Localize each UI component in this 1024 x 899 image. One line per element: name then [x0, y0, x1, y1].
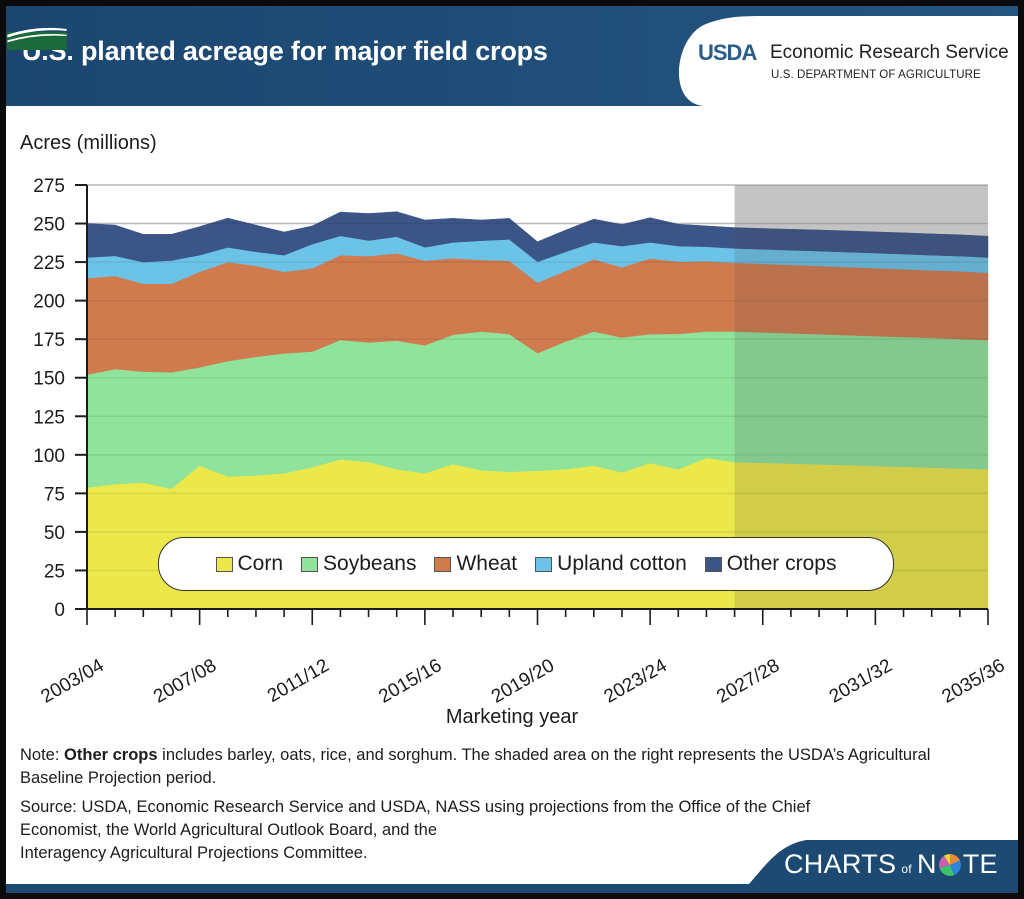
chart-source: Source: USDA, Economic Research Service … [20, 796, 980, 865]
brand-of: of [901, 862, 912, 876]
legend-swatch-other-crops [704, 556, 722, 572]
chart-title: U.S. planted acreage for major field cro… [22, 36, 548, 66]
legend-item-other-crops: Other crops [704, 552, 837, 576]
header-banner: U.S. planted acreage for major field cro… [6, 6, 1018, 106]
legend-label: Soybeans [323, 552, 417, 575]
charts-of-note-logo: CHARTS of N TE [784, 849, 998, 880]
x-tick-label: 2031/32 [826, 655, 896, 706]
header-background [6, 6, 1018, 106]
legend-item-corn: Corn [215, 552, 284, 576]
legend-swatch-wheat [434, 556, 452, 572]
y-tick-label: 200 [33, 292, 65, 313]
x-tick-label: 2027/28 [713, 655, 783, 706]
legend-label: Corn [237, 552, 284, 575]
y-tick-label: 0 [54, 600, 65, 621]
y-tick-label: 225 [33, 253, 65, 274]
note-bold-term: Other crops [64, 746, 158, 764]
x-axis-title: Marketing year [445, 706, 579, 728]
agency-name: Economic Research Service [770, 42, 1009, 63]
pie-chart-icon [938, 853, 961, 876]
footer-banner [6, 840, 1018, 893]
legend-item-soybeans: Soybeans [301, 552, 416, 576]
legend-label: Upland cotton [557, 552, 687, 575]
y-tick-label: 275 [33, 176, 65, 197]
stacked-area-chart: 0 25 50 75 100 125 150 175 200 225 250 275 2003/04 20… [33, 176, 1009, 706]
note-text: includes barley, oats, rice, and sorghum… [20, 746, 931, 787]
brand-n: N [916, 849, 937, 879]
department-name: U.S. DEPARTMENT OF AGRICULTURE [771, 69, 981, 81]
y-axis-title: Acres (millions) [20, 132, 157, 154]
legend: Corn Soybeans Wheat Upland cotton Other … [158, 537, 894, 591]
legend-item-wheat: Wheat [434, 552, 517, 576]
usda-wordmark: USDA [698, 40, 757, 65]
legend-swatch-upland-cotton [535, 556, 553, 572]
source-line: Economist, the World Agricultural Outloo… [20, 821, 437, 839]
x-tick-label: 2019/20 [488, 655, 558, 706]
y-tick-label: 125 [33, 407, 65, 428]
brand-charts: CHARTS [784, 849, 897, 879]
y-tick-label: 25 [44, 561, 65, 582]
chart-note: Note: Other crops includes barley, oats,… [20, 744, 980, 790]
source-line: Source: USDA, Economic Research Service … [20, 798, 811, 816]
x-tick-label: 2007/08 [150, 655, 220, 706]
x-tick-label: 2015/16 [375, 655, 445, 706]
brand-te: TE [962, 849, 998, 879]
note-label: Note: [20, 746, 60, 764]
usda-logo-icon [7, 27, 67, 50]
x-tick-label: 2023/24 [601, 655, 671, 706]
area-other-crops [86, 211, 989, 263]
legend-swatch-corn [215, 556, 233, 572]
y-tick-label: 250 [33, 215, 65, 236]
y-tick-label: 175 [33, 330, 65, 351]
chart-card: U.S. planted acreage for major field cro… [6, 6, 1018, 893]
legend-item-upland-cotton: Upland cotton [535, 552, 687, 576]
legend-label: Other crops [726, 552, 837, 575]
y-tick-label: 50 [44, 523, 65, 544]
source-line: Interagency Agricultural Projections Com… [20, 844, 368, 862]
x-tick-label: 2035/36 [939, 655, 1009, 706]
x-tick-label: 2011/12 [264, 655, 333, 706]
y-tick-label: 150 [33, 369, 65, 390]
legend-label: Wheat [456, 552, 518, 575]
legend-swatch-soybeans [301, 556, 319, 572]
y-tick-label: 75 [44, 484, 65, 505]
x-tick-label: 2003/04 [38, 655, 108, 706]
y-tick-label: 100 [33, 446, 65, 467]
